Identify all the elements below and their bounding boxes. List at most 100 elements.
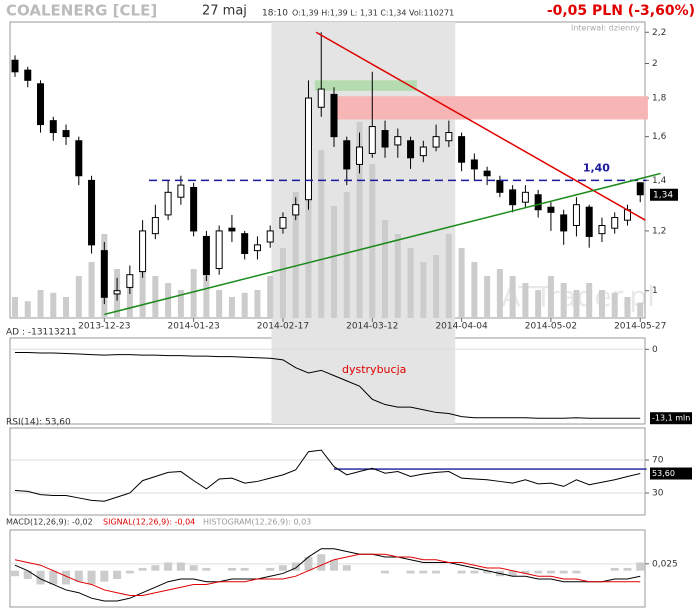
histogram-bar (559, 570, 568, 574)
y-tick-label: 1,2 (652, 226, 666, 236)
candle-body (521, 191, 529, 203)
histogram-bar (240, 567, 249, 571)
candle-body (483, 170, 491, 177)
volume-bar (560, 283, 567, 318)
candle-body (190, 186, 198, 232)
histogram-bar (278, 565, 287, 571)
candle-body (547, 206, 555, 213)
volume-bar (177, 290, 184, 318)
candle-body (585, 206, 593, 237)
panel-label: HISTOGRAM(12,26,9): 0,03 (203, 518, 311, 527)
last-tag (650, 412, 692, 425)
histogram-bar (406, 570, 415, 574)
histogram-bar (62, 570, 71, 585)
y-tick-label: 1,4 (652, 176, 667, 186)
histogram-bar (36, 570, 45, 585)
histogram-bar (342, 565, 351, 571)
panel-frame (9, 529, 646, 608)
macd-line (14, 548, 641, 602)
candle-body (407, 140, 415, 159)
candle-body (343, 140, 351, 170)
candle-body (356, 146, 364, 165)
volume-bar (611, 292, 618, 318)
ohlc: O:1,39 H:1,39 L: 1,31 C:1,34 Vol:110271 (292, 9, 454, 18)
histogram-bar (470, 570, 479, 574)
histogram-bar (610, 567, 619, 571)
y-tick-label: 70 (652, 455, 664, 465)
volume-bar (228, 297, 235, 318)
histogram-bar (138, 567, 147, 571)
histogram-bar (11, 570, 19, 577)
candle-body (62, 130, 70, 138)
volume-bar (331, 206, 337, 318)
candle-body (292, 204, 300, 216)
volume-bar (267, 276, 274, 318)
trend-line (315, 31, 646, 221)
volume-bar (190, 269, 197, 318)
candle-body (496, 179, 504, 193)
volume-bar (382, 220, 389, 318)
volume-bar (471, 262, 478, 318)
volume-bar (445, 234, 452, 318)
volume-bar (50, 292, 57, 318)
volume-bar (573, 290, 580, 318)
histogram-bar (291, 562, 300, 571)
change: -0,05 PLN (-3,60%) (547, 3, 695, 19)
x-tick-label: 2014-05-02 (525, 322, 577, 332)
panel-label: SIGNAL(12,26,9): -0,04 (103, 518, 195, 527)
zone-red (331, 96, 648, 120)
volume-bar (433, 255, 440, 318)
histogram-bar (74, 570, 83, 582)
volume-bar (12, 297, 18, 318)
interval: Interwał: dzienny (571, 24, 640, 33)
candle-body (241, 233, 249, 255)
candle-body (560, 214, 568, 232)
volume-bar (88, 262, 95, 318)
volume-bar (343, 192, 350, 318)
time: 18:10 (262, 9, 288, 19)
candle-body (37, 83, 45, 126)
date: 27 maj (202, 4, 247, 19)
candle-body (266, 230, 274, 243)
histogram-bar (151, 565, 160, 571)
candle-body (202, 235, 210, 276)
volume-bar (356, 122, 363, 318)
last-tag (650, 467, 692, 480)
histogram-bar (381, 570, 390, 574)
volume-bar (586, 283, 593, 318)
panel-frame (9, 427, 646, 516)
y-tick-label: 2,2 (652, 28, 666, 38)
panel-label: AD : -13113211 (6, 328, 77, 338)
volume-bar (139, 262, 146, 318)
histogram-bar (23, 570, 32, 579)
x-tick-label: 2014-01-23 (167, 322, 219, 332)
candle-body (419, 146, 427, 157)
histogram-bar (304, 556, 313, 571)
volume-bar (522, 283, 529, 318)
candle-body (11, 59, 19, 73)
candle-body (611, 217, 619, 229)
candle-body (470, 159, 478, 170)
volume-bar (279, 248, 286, 318)
volume-bar (407, 248, 414, 318)
candle-body (445, 132, 453, 142)
histogram-bar (457, 570, 466, 574)
histogram-bar (432, 570, 441, 574)
y-tick-label: 30 (652, 488, 664, 498)
macd-line (14, 553, 641, 596)
candle-body (432, 136, 440, 148)
histogram-bar (534, 570, 543, 574)
y-tick-label: 0,025 (652, 559, 678, 569)
histogram-bar (521, 570, 530, 574)
candle-body (572, 204, 580, 227)
y-tick-label: 2 (652, 59, 658, 69)
histogram-bar (483, 570, 492, 574)
last-label: 53,60 (652, 469, 675, 478)
volume-bar (254, 290, 261, 318)
last-label: 1,34 (653, 190, 673, 200)
candle-body (394, 136, 402, 146)
candle-body (75, 140, 83, 177)
candle-body (458, 136, 466, 163)
volume-bar (318, 150, 325, 318)
histogram-bar (189, 565, 198, 571)
